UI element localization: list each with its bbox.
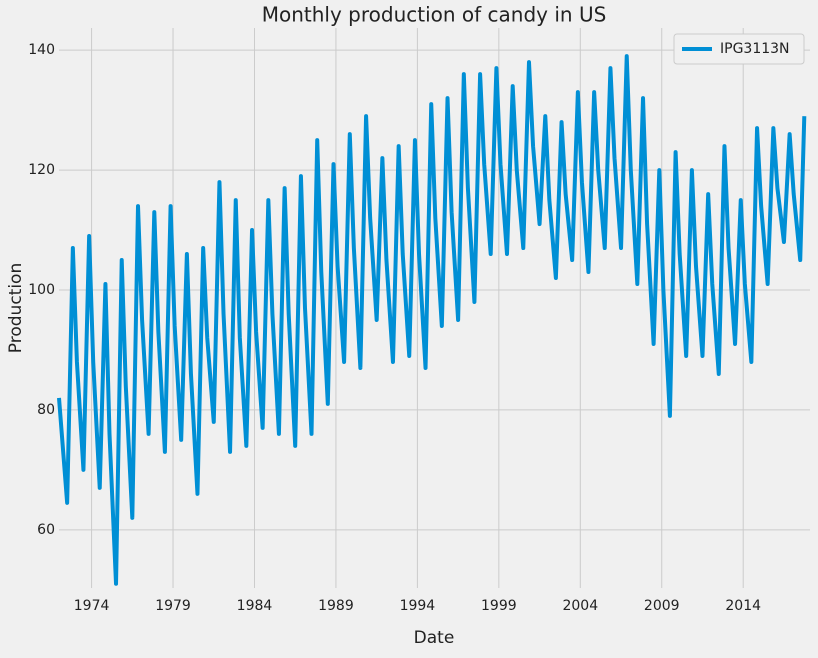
y-tick-label: 120 — [28, 162, 55, 178]
y-tick-label: 80 — [37, 402, 55, 418]
y-axis-label: Production — [6, 263, 26, 353]
legend: IPG3113N — [673, 33, 805, 65]
legend-box — [673, 33, 805, 65]
x-tick-label: 1989 — [318, 598, 354, 614]
x-tick-label: 2009 — [644, 598, 680, 614]
x-tick-label: 1979 — [155, 598, 191, 614]
x-tick-label: 1974 — [74, 598, 110, 614]
x-tick-label: 1994 — [400, 598, 436, 614]
y-tick-label: 60 — [37, 522, 55, 538]
legend-label: IPG3113N — [720, 41, 790, 57]
chart-title: Monthly production of candy in US — [262, 3, 607, 27]
x-tick-label: 1999 — [481, 598, 517, 614]
series-line — [57, 54, 807, 586]
x-tick-label: 1984 — [237, 598, 273, 614]
y-tick-label: 140 — [28, 42, 55, 58]
x-axis-label: Date — [414, 628, 455, 648]
y-tick-label: 100 — [28, 282, 55, 298]
x-tick-label: 2014 — [725, 598, 761, 614]
x-tick-label: 2004 — [562, 598, 598, 614]
